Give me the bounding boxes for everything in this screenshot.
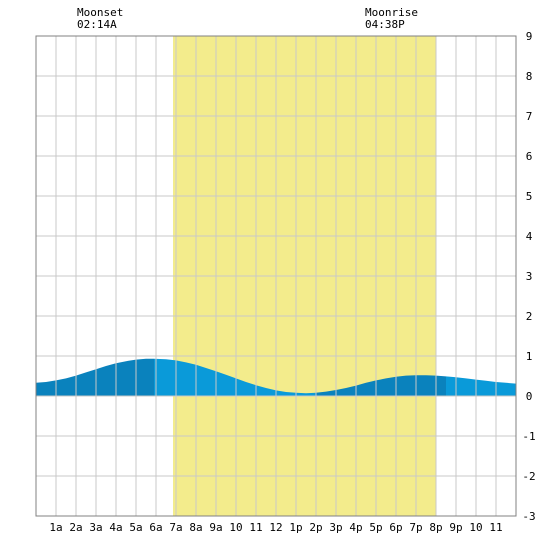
plot-frame	[35, 35, 517, 517]
y-tick-label: -2	[522, 470, 535, 483]
y-tick-label: 8	[526, 70, 533, 83]
y-tick-label: -1	[522, 430, 535, 443]
moonset-time: 02:14A	[77, 18, 117, 31]
y-tick-label: 6	[526, 150, 533, 163]
x-tick-label: 8a	[189, 521, 202, 534]
x-tick-label: 3p	[329, 521, 342, 534]
x-tick-label: 5p	[369, 521, 382, 534]
x-tick-label: 3a	[89, 521, 102, 534]
x-tick-label: 2a	[69, 521, 82, 534]
y-tick-label: 0	[526, 390, 533, 403]
y-axis-ticks: -3 -2 -1 0 1 2 3 4 5 6 7 8 9	[522, 30, 535, 523]
y-tick-label: -3	[522, 510, 535, 523]
x-tick-label: 6a	[149, 521, 162, 534]
tide-segment-2-falling	[154, 358, 316, 396]
x-tick-label: 8p	[429, 521, 442, 534]
x-axis-ticks: 1a 2a 3a 4a 5a 6a 7a 8a 9a 10 11 12 1p 2p 3p 4p 5p 6p 7p 8p…	[49, 521, 502, 534]
x-tick-label: 7p	[409, 521, 422, 534]
y-tick-label: 4	[526, 230, 533, 243]
x-tick-label: 4p	[349, 521, 362, 534]
x-tick-label: 7a	[169, 521, 182, 534]
x-tick-label: 10	[469, 521, 482, 534]
x-tick-label: 5a	[129, 521, 142, 534]
tide-segment-3-rising	[316, 375, 446, 396]
grid-layer	[36, 36, 516, 516]
moonrise-time: 04:38P	[365, 18, 405, 31]
x-tick-label: 9p	[449, 521, 462, 534]
tide-segment-4-falling	[446, 376, 516, 396]
x-tick-label: 1a	[49, 521, 62, 534]
y-tick-label: 2	[526, 310, 533, 323]
moonset-label: Moonset	[77, 6, 123, 19]
x-tick-label: 4a	[109, 521, 122, 534]
x-tick-label: 2p	[309, 521, 322, 534]
x-tick-label: 11	[489, 521, 502, 534]
y-tick-label: 1	[526, 350, 533, 363]
x-tick-label: 10	[229, 521, 242, 534]
y-tick-label: 3	[526, 270, 533, 283]
tide-area-layer	[36, 358, 516, 396]
x-tick-label: 12	[269, 521, 282, 534]
x-tick-label: 9a	[209, 521, 222, 534]
x-tick-label: 1p	[289, 521, 302, 534]
moonrise-label: Moonrise	[365, 6, 418, 19]
y-tick-label: 5	[526, 190, 533, 203]
y-tick-label: 9	[526, 30, 533, 43]
y-tick-label: 7	[526, 110, 533, 123]
x-tick-label: 6p	[389, 521, 402, 534]
tide-segment-1-rising	[36, 358, 154, 396]
x-tick-label: 11	[249, 521, 262, 534]
